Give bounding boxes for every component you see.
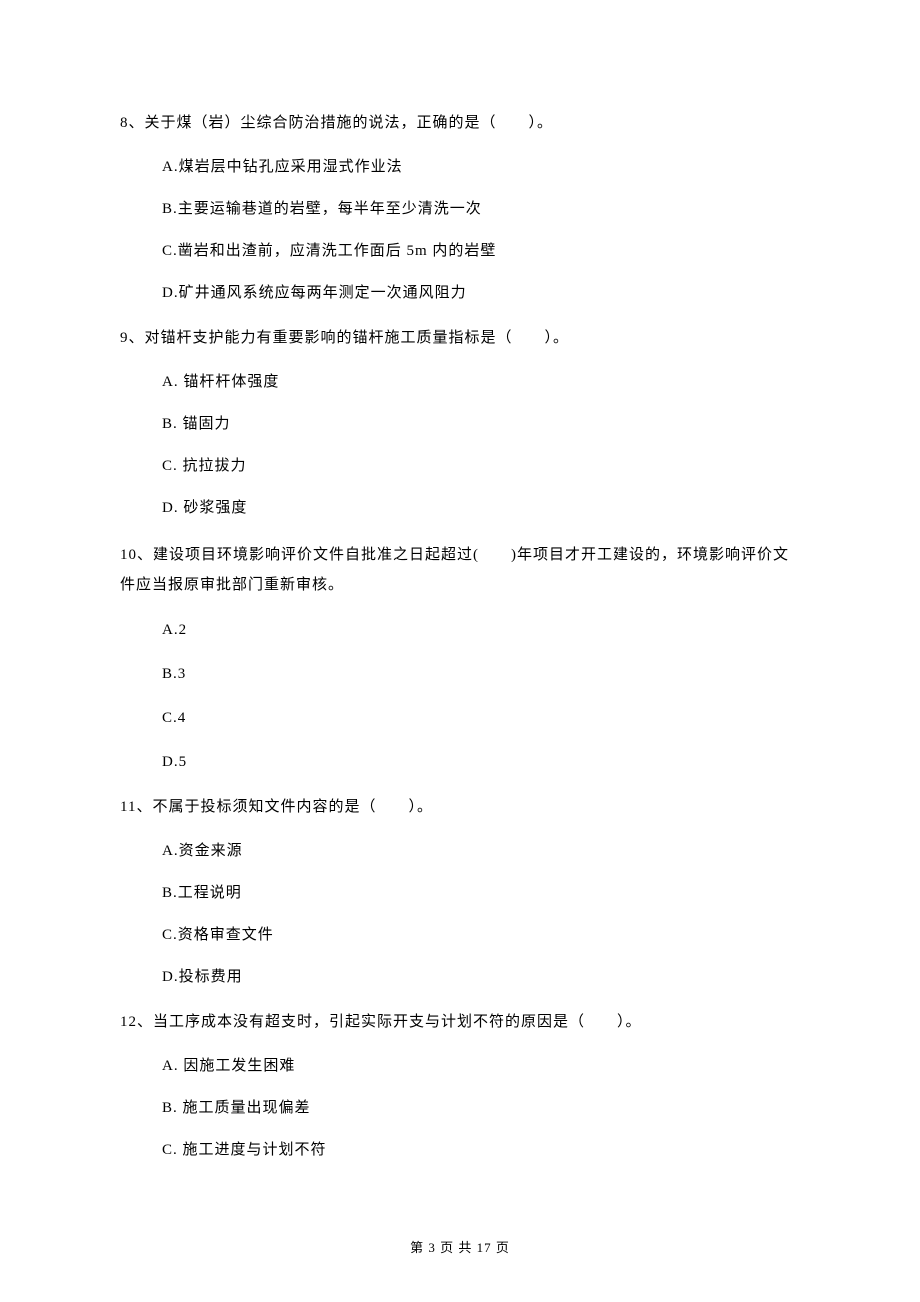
- question-9-options: A. 锚杆杆体强度 B. 锚固力 C. 抗拉拔力 D. 砂浆强度: [120, 370, 800, 520]
- option-10-c: C.4: [162, 706, 800, 730]
- page-footer: 第 3 页 共 17 页: [0, 1237, 920, 1256]
- option-11-d: D.投标费用: [162, 965, 800, 989]
- question-8-text: 8、关于煤（岩）尘综合防治措施的说法，正确的是（ ）。: [120, 110, 800, 137]
- option-10-d: D.5: [162, 750, 800, 774]
- option-8-d: D.矿井通风系统应每两年测定一次通风阻力: [162, 281, 800, 305]
- option-10-a: A.2: [162, 618, 800, 642]
- option-9-a: A. 锚杆杆体强度: [162, 370, 800, 394]
- question-9: 9、对锚杆支护能力有重要影响的锚杆施工质量指标是（ ）。 A. 锚杆杆体强度 B…: [120, 325, 800, 520]
- question-9-text: 9、对锚杆支护能力有重要影响的锚杆施工质量指标是（ ）。: [120, 325, 800, 352]
- option-11-c: C.资格审查文件: [162, 923, 800, 947]
- question-10: 10、建设项目环境影响评价文件自批准之日起超过( )年项目才开工建设的，环境影响…: [120, 540, 800, 774]
- question-8: 8、关于煤（岩）尘综合防治措施的说法，正确的是（ ）。 A.煤岩层中钻孔应采用湿…: [120, 110, 800, 305]
- option-8-a: A.煤岩层中钻孔应采用湿式作业法: [162, 155, 800, 179]
- question-12: 12、当工序成本没有超支时，引起实际开支与计划不符的原因是（ ）。 A. 因施工…: [120, 1009, 800, 1162]
- option-12-b: B. 施工质量出现偏差: [162, 1096, 800, 1120]
- option-12-c: C. 施工进度与计划不符: [162, 1138, 800, 1162]
- option-12-a: A. 因施工发生困难: [162, 1054, 800, 1078]
- question-8-options: A.煤岩层中钻孔应采用湿式作业法 B.主要运输巷道的岩壁，每半年至少清洗一次 C…: [120, 155, 800, 305]
- option-11-b: B.工程说明: [162, 881, 800, 905]
- question-10-text: 10、建设项目环境影响评价文件自批准之日起超过( )年项目才开工建设的，环境影响…: [120, 540, 800, 600]
- option-9-b: B. 锚固力: [162, 412, 800, 436]
- option-9-d: D. 砂浆强度: [162, 496, 800, 520]
- question-11-text: 11、不属于投标须知文件内容的是（ ）。: [120, 794, 800, 821]
- option-9-c: C. 抗拉拔力: [162, 454, 800, 478]
- question-11: 11、不属于投标须知文件内容的是（ ）。 A.资金来源 B.工程说明 C.资格审…: [120, 794, 800, 989]
- option-8-c: C.凿岩和出渣前，应清洗工作面后 5m 内的岩壁: [162, 239, 800, 263]
- option-10-b: B.3: [162, 662, 800, 686]
- page-content: 8、关于煤（岩）尘综合防治措施的说法，正确的是（ ）。 A.煤岩层中钻孔应采用湿…: [0, 0, 920, 1162]
- question-12-options: A. 因施工发生困难 B. 施工质量出现偏差 C. 施工进度与计划不符: [120, 1054, 800, 1162]
- question-12-text: 12、当工序成本没有超支时，引起实际开支与计划不符的原因是（ ）。: [120, 1009, 800, 1036]
- question-11-options: A.资金来源 B.工程说明 C.资格审查文件 D.投标费用: [120, 839, 800, 989]
- question-10-options: A.2 B.3 C.4 D.5: [120, 618, 800, 774]
- option-11-a: A.资金来源: [162, 839, 800, 863]
- option-8-b: B.主要运输巷道的岩壁，每半年至少清洗一次: [162, 197, 800, 221]
